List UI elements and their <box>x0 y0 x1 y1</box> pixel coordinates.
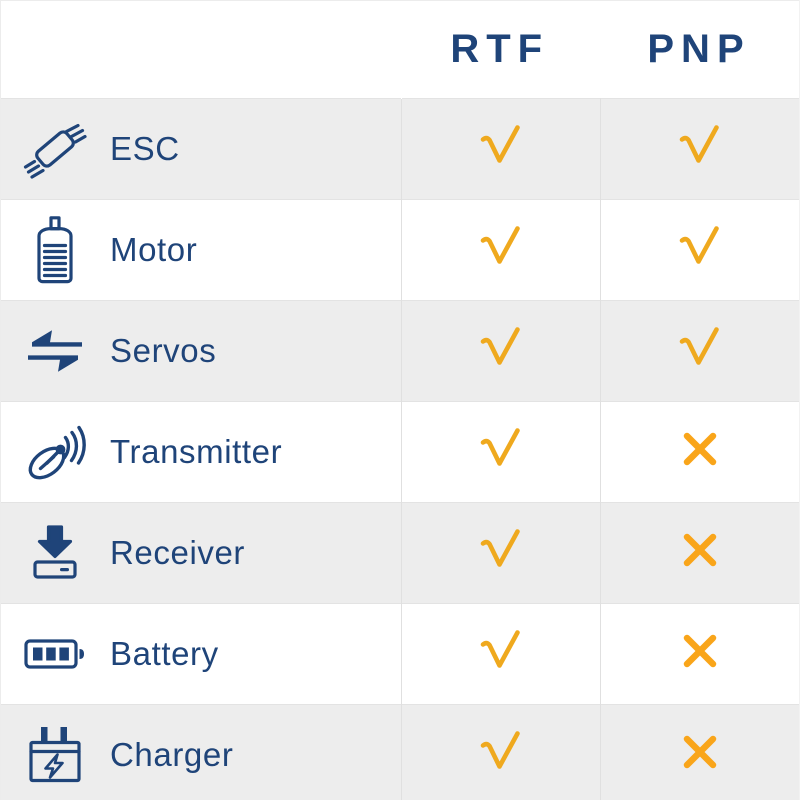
check-icon <box>677 221 723 273</box>
pnp-mark-cell <box>600 400 800 502</box>
esc-icon <box>0 99 110 199</box>
feature-cell: Motor <box>0 198 402 300</box>
page-top-edge <box>0 0 800 1</box>
feature-cell: Transmitter <box>0 400 402 502</box>
table-row: Battery <box>0 602 800 704</box>
rtf-mark-cell <box>401 299 601 401</box>
feature-label: Receiver <box>110 534 246 571</box>
cross-icon <box>680 631 720 671</box>
pnp-mark-cell <box>600 198 800 300</box>
feature-cell: Battery <box>0 602 402 704</box>
check-icon <box>478 625 524 677</box>
check-icon <box>478 726 524 778</box>
rtf-mark-cell <box>401 703 601 800</box>
feature-cell: Receiver <box>0 501 402 603</box>
rtf-mark-cell <box>401 97 601 199</box>
feature-label: Charger <box>110 736 234 773</box>
rtf-mark-cell <box>401 198 601 300</box>
rtf-mark-cell <box>401 602 601 704</box>
feature-label: Servos <box>110 332 217 369</box>
motor-icon <box>0 200 110 300</box>
pnp-column-header-label: PNP <box>647 26 751 71</box>
feature-label: Motor <box>110 231 198 268</box>
servos-icon <box>0 301 110 401</box>
page-left-edge <box>0 0 1 800</box>
cross-icon <box>680 530 720 570</box>
feature-label: Transmitter <box>110 433 283 470</box>
table-row: Receiver <box>0 501 800 603</box>
table-row: Charger <box>0 703 800 800</box>
pnp-mark-cell <box>600 501 800 603</box>
table-row: Servos <box>0 299 800 401</box>
transmitter-icon <box>0 402 110 502</box>
check-icon <box>478 423 524 475</box>
table-body: ESC Motor Servos <box>0 97 800 800</box>
receiver-icon <box>0 503 110 603</box>
check-icon <box>478 120 524 172</box>
feature-cell: Servos <box>0 299 402 401</box>
rtf-column-header: RTF <box>401 0 600 98</box>
cross-icon <box>680 429 720 469</box>
feature-cell: Charger <box>0 703 402 800</box>
pnp-mark-cell <box>600 97 800 199</box>
check-icon <box>478 221 524 273</box>
rtf-mark-cell <box>401 501 601 603</box>
pnp-column-header: PNP <box>600 0 800 98</box>
table-row: Motor <box>0 198 800 300</box>
table-row: Transmitter <box>0 400 800 502</box>
check-icon <box>677 120 723 172</box>
feature-column-header <box>0 0 402 98</box>
pnp-mark-cell <box>600 703 800 800</box>
check-icon <box>677 322 723 374</box>
feature-label: ESC <box>110 130 180 167</box>
feature-label: Battery <box>110 635 219 672</box>
header-row: RTF PNP <box>0 0 800 98</box>
pnp-mark-cell <box>600 299 800 401</box>
table-row: ESC <box>0 97 800 199</box>
charger-icon <box>0 705 110 800</box>
battery-icon <box>0 604 110 704</box>
rtf-column-header-label: RTF <box>450 26 550 71</box>
rtf-mark-cell <box>401 400 601 502</box>
table-header: RTF PNP <box>0 0 800 98</box>
pnp-mark-cell <box>600 602 800 704</box>
check-icon <box>478 524 524 576</box>
check-icon <box>478 322 524 374</box>
cross-icon <box>680 732 720 772</box>
feature-cell: ESC <box>0 97 402 199</box>
